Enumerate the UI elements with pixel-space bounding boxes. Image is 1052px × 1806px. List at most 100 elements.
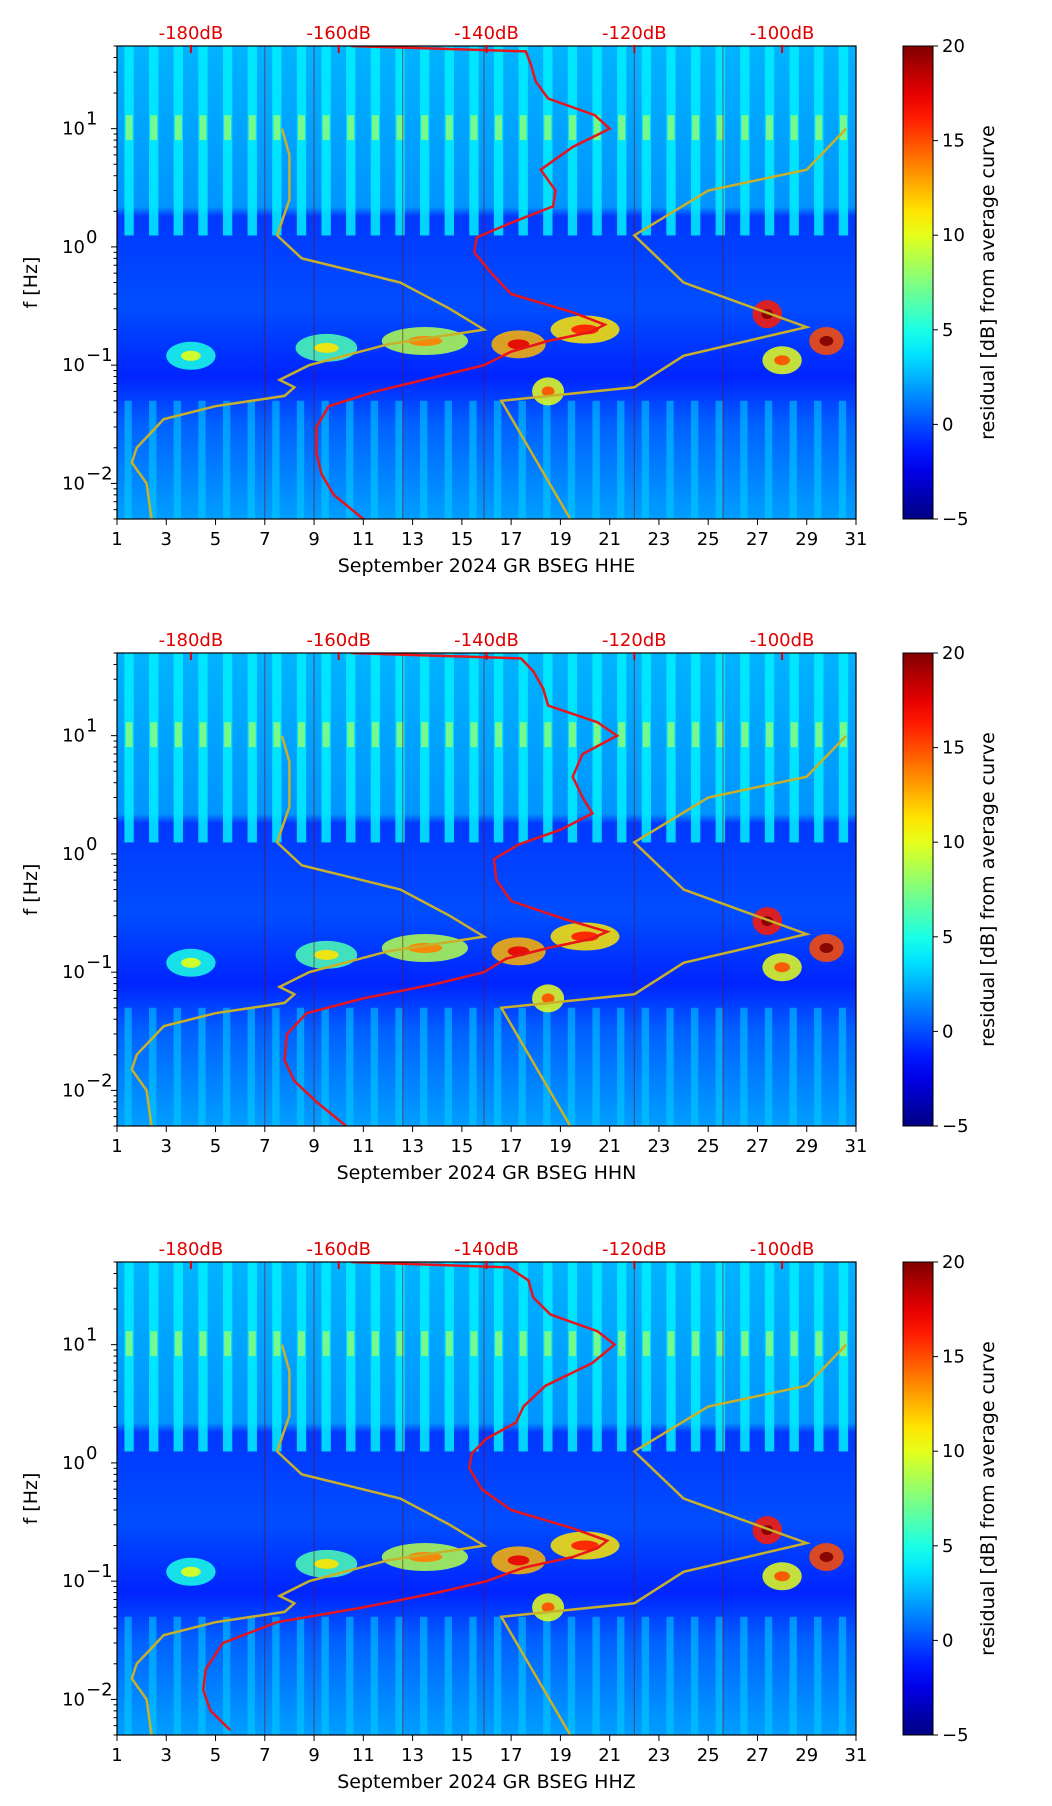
colorbar-tick-label: 0 bbox=[942, 1021, 953, 1042]
x-tick-label: 13 bbox=[401, 529, 424, 550]
model-curve-left bbox=[130, 735, 488, 1126]
y-axis-label: f [Hz] bbox=[20, 1473, 42, 1525]
x-tick-label: 17 bbox=[500, 1745, 523, 1766]
colorbar-tick-label: −5 bbox=[942, 1116, 969, 1137]
db-scale-label: -160dB bbox=[306, 23, 371, 44]
x-tick-label: 5 bbox=[210, 1136, 221, 1157]
colorbar-tick-label: 0 bbox=[942, 1630, 953, 1651]
x-tick-label: 13 bbox=[401, 1745, 424, 1766]
colorbar-tick-label: 10 bbox=[942, 832, 965, 853]
x-tick-label: 31 bbox=[845, 1136, 868, 1157]
y-tick-label: 10 bbox=[62, 473, 85, 494]
x-tick-label: 11 bbox=[352, 1136, 375, 1157]
y-tick-label: 10 bbox=[62, 237, 85, 258]
x-tick-label: 11 bbox=[352, 1745, 375, 1766]
y-tick-exponent: 0 bbox=[86, 1443, 97, 1464]
x-tick-label: 1 bbox=[111, 1136, 122, 1157]
colorbar: 20 15 10 5 0 −5 residual [dB] from average cur… bbox=[902, 1252, 999, 1746]
x-tick-label: 21 bbox=[598, 529, 621, 550]
db-scale-label: -160dB bbox=[306, 630, 371, 651]
model-curve-left bbox=[130, 1344, 488, 1735]
model-curve-right bbox=[499, 127, 848, 519]
colorbar-tick-label: 15 bbox=[942, 738, 965, 759]
db-scale-label: -180dB bbox=[159, 1239, 224, 1260]
db-scale-label: -100dB bbox=[750, 1239, 815, 1260]
colorbar: 20 15 10 5 0 −5 residual [dB] from average cur… bbox=[902, 36, 999, 530]
x-tick-label: 1 bbox=[111, 529, 122, 550]
db-scale-label: -140dB bbox=[454, 23, 519, 44]
model-curve-left bbox=[130, 128, 488, 519]
y-tick-exponent: 1 bbox=[86, 716, 97, 737]
y-tick-label: 10 bbox=[62, 844, 85, 865]
x-tick-label: 5 bbox=[210, 529, 221, 550]
y-tick-exponent: 1 bbox=[86, 109, 97, 130]
y-tick-label: 10 bbox=[62, 1571, 85, 1592]
x-tick-label: 15 bbox=[450, 1136, 473, 1157]
colorbar-label: residual [dB] from average curve bbox=[977, 125, 999, 440]
x-tick-label: 23 bbox=[647, 1136, 670, 1157]
x-tick-label: 19 bbox=[549, 1745, 572, 1766]
x-tick-label: 23 bbox=[647, 1745, 670, 1766]
x-tick-label: 31 bbox=[845, 529, 868, 550]
colorbar-tick-label: 15 bbox=[942, 131, 965, 152]
colorbar-tick-label: 20 bbox=[942, 36, 965, 57]
x-tick-label: 21 bbox=[598, 1745, 621, 1766]
x-tick-label: 15 bbox=[450, 1745, 473, 1766]
colorbar-label: residual [dB] from average curve bbox=[977, 732, 999, 1047]
x-tick-label: 17 bbox=[500, 1136, 523, 1157]
x-tick-label: 1 bbox=[111, 1745, 122, 1766]
x-tick-label: 15 bbox=[450, 529, 473, 550]
x-tick-label: 25 bbox=[697, 1745, 720, 1766]
db-scale-label: -120dB bbox=[602, 1239, 667, 1260]
x-tick-label: 7 bbox=[259, 529, 270, 550]
x-tick-label: 5 bbox=[210, 1745, 221, 1766]
x-tick-label: 29 bbox=[795, 1136, 818, 1157]
x-tick-label: 9 bbox=[308, 529, 319, 550]
y-tick-label: 10 bbox=[62, 1080, 85, 1101]
x-tick-label: 17 bbox=[500, 529, 523, 550]
db-scale-label: -180dB bbox=[159, 630, 224, 651]
x-tick-label: 19 bbox=[549, 1136, 572, 1157]
x-axis-label: September 2024 GR BSEG HHN bbox=[337, 1162, 637, 1184]
x-tick-label: 27 bbox=[746, 529, 769, 550]
colorbar-tick-label: −5 bbox=[942, 1725, 969, 1746]
heatmap-area bbox=[117, 653, 856, 1126]
x-axis-label: September 2024 GR BSEG HHZ bbox=[337, 1771, 636, 1793]
heatmap-area bbox=[117, 1262, 856, 1735]
colorbar: 20 15 10 5 0 −5 residual [dB] from average cur… bbox=[902, 643, 999, 1137]
x-tick-label: 25 bbox=[697, 529, 720, 550]
colorbar-tick-label: 20 bbox=[942, 643, 965, 664]
colorbar-tick-label: 5 bbox=[942, 1536, 953, 1557]
x-tick-label: 11 bbox=[352, 529, 375, 550]
y-tick-exponent: −2 bbox=[86, 1679, 113, 1700]
colorbar-tick-label: 15 bbox=[942, 1347, 965, 1368]
x-tick-label: 21 bbox=[598, 1136, 621, 1157]
x-tick-label: 29 bbox=[795, 1745, 818, 1766]
model-curve-right bbox=[499, 734, 848, 1126]
average-psd-curve bbox=[315, 46, 612, 519]
y-tick-exponent: −1 bbox=[86, 952, 113, 973]
average-psd-curve bbox=[283, 653, 620, 1126]
db-scale-label: -100dB bbox=[750, 630, 815, 651]
db-scale-label: -120dB bbox=[602, 23, 667, 44]
colorbar-tick-label: 5 bbox=[942, 320, 953, 341]
x-tick-label: 9 bbox=[308, 1136, 319, 1157]
x-tick-label: 29 bbox=[795, 529, 818, 550]
x-tick-label: 9 bbox=[308, 1745, 319, 1766]
colorbar-tick-label: −5 bbox=[942, 509, 969, 530]
x-tick-label: 7 bbox=[259, 1745, 270, 1766]
x-tick-label: 25 bbox=[697, 1136, 720, 1157]
x-axis-label: September 2024 GR BSEG HHE bbox=[338, 555, 636, 577]
y-tick-label: 10 bbox=[62, 726, 85, 747]
y-tick-label: 10 bbox=[62, 962, 85, 983]
x-tick-label: 23 bbox=[647, 529, 670, 550]
colorbar-tick-label: 10 bbox=[942, 1441, 965, 1462]
x-tick-label: 3 bbox=[161, 1136, 172, 1157]
x-tick-label: 27 bbox=[746, 1745, 769, 1766]
db-scale-label: -160dB bbox=[306, 1239, 371, 1260]
y-tick-exponent: −1 bbox=[86, 1561, 113, 1582]
